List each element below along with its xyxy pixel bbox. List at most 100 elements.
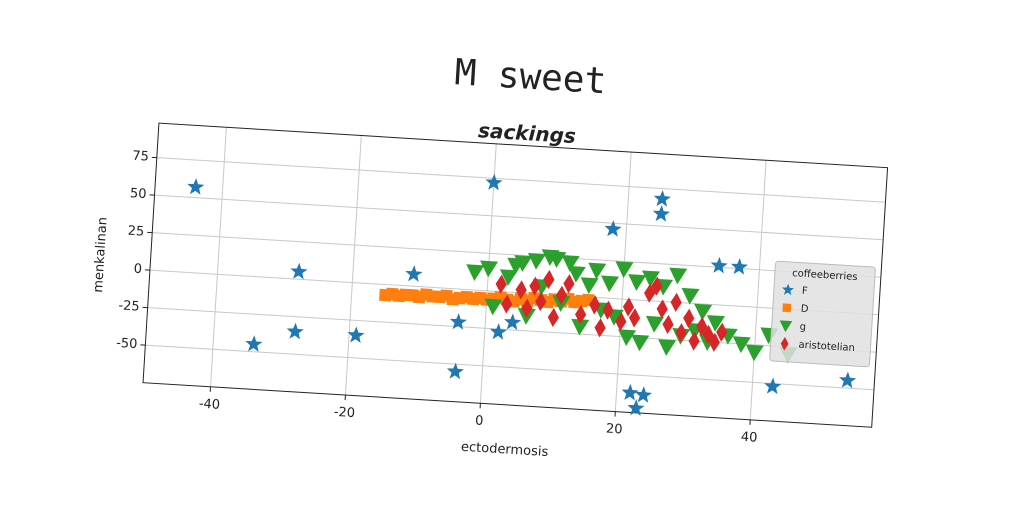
plot-area (143, 123, 888, 428)
point (688, 331, 700, 351)
point (621, 383, 639, 401)
point (575, 304, 587, 325)
point (290, 262, 308, 280)
point (628, 274, 647, 291)
grid-line (156, 157, 886, 203)
point (286, 322, 304, 340)
point (708, 332, 720, 352)
grid-line (749, 160, 767, 420)
point (675, 323, 687, 343)
point (548, 251, 567, 268)
point (588, 262, 607, 280)
point (187, 178, 205, 195)
chart-body: M sweet sackings ectodermosis menkalinan… (91, 52, 889, 460)
x-tick-label: 20 (605, 422, 622, 438)
chart-subtitle: sackings (477, 118, 576, 148)
point (683, 308, 695, 328)
y-tick-label: 25 (127, 224, 144, 240)
legend-label: aristotelian (798, 340, 855, 354)
point (651, 276, 663, 296)
legend-label: D (800, 304, 809, 315)
point (601, 275, 620, 293)
point (245, 335, 263, 352)
point (696, 316, 708, 337)
point (669, 267, 688, 285)
grid-line (614, 152, 632, 412)
point (732, 336, 751, 353)
point (644, 283, 656, 303)
point (652, 205, 670, 222)
point (466, 264, 485, 281)
grid-line (154, 194, 884, 241)
point (514, 255, 533, 272)
legend-marker (779, 320, 793, 333)
legend-marker (780, 337, 789, 351)
grid-line (344, 135, 362, 396)
point (653, 190, 671, 207)
grid-line (152, 232, 881, 278)
point (656, 299, 668, 319)
point (764, 377, 782, 395)
grid-line (147, 307, 877, 353)
point (499, 269, 518, 287)
point (716, 322, 728, 342)
grid-line (149, 269, 879, 316)
y-tick-label: -50 (116, 336, 138, 352)
point (618, 329, 637, 346)
point (594, 318, 606, 338)
legend-label: g (799, 322, 806, 333)
point (555, 285, 568, 305)
point (580, 277, 599, 294)
point (501, 294, 513, 314)
x-tick-label: -40 (198, 397, 220, 413)
point (706, 315, 725, 332)
point (484, 298, 503, 316)
point (694, 303, 713, 321)
y-tick-label: -25 (118, 298, 140, 314)
point (839, 371, 857, 389)
point (745, 344, 764, 362)
x-tick-label: 40 (740, 430, 757, 446)
point (658, 339, 677, 356)
point (446, 362, 464, 380)
point (515, 280, 527, 300)
chart-title: M sweet (453, 52, 607, 102)
point (635, 386, 653, 403)
point (521, 298, 533, 318)
point (602, 300, 614, 320)
y-tick-label: 0 (133, 262, 142, 277)
grid-line (210, 127, 227, 387)
point (589, 295, 601, 315)
point (604, 220, 622, 237)
point (622, 297, 635, 317)
point (710, 256, 728, 274)
x-tick-label: -20 (333, 405, 355, 421)
legend-marker (782, 283, 795, 296)
legend-marker (782, 303, 792, 313)
point (567, 265, 586, 283)
point (615, 261, 634, 279)
point (489, 323, 507, 340)
point (347, 326, 365, 344)
point (730, 258, 748, 275)
point (543, 269, 555, 290)
point (527, 252, 546, 270)
legend-box (769, 260, 876, 368)
point (631, 334, 650, 352)
point (571, 318, 590, 336)
legend: coffeeberries FDg aristotelian (769, 260, 876, 368)
y-tick-label: 50 (130, 186, 147, 202)
point (670, 292, 682, 312)
legend-label: F (802, 286, 809, 297)
grid-line (145, 344, 875, 391)
point (615, 311, 627, 332)
y-axis-label: menkalinan (91, 217, 111, 294)
point (480, 260, 499, 278)
point (662, 314, 674, 335)
point (561, 255, 580, 272)
point (628, 308, 641, 328)
point (485, 173, 503, 191)
y-tick-label: 75 (132, 149, 149, 165)
point (495, 274, 507, 294)
